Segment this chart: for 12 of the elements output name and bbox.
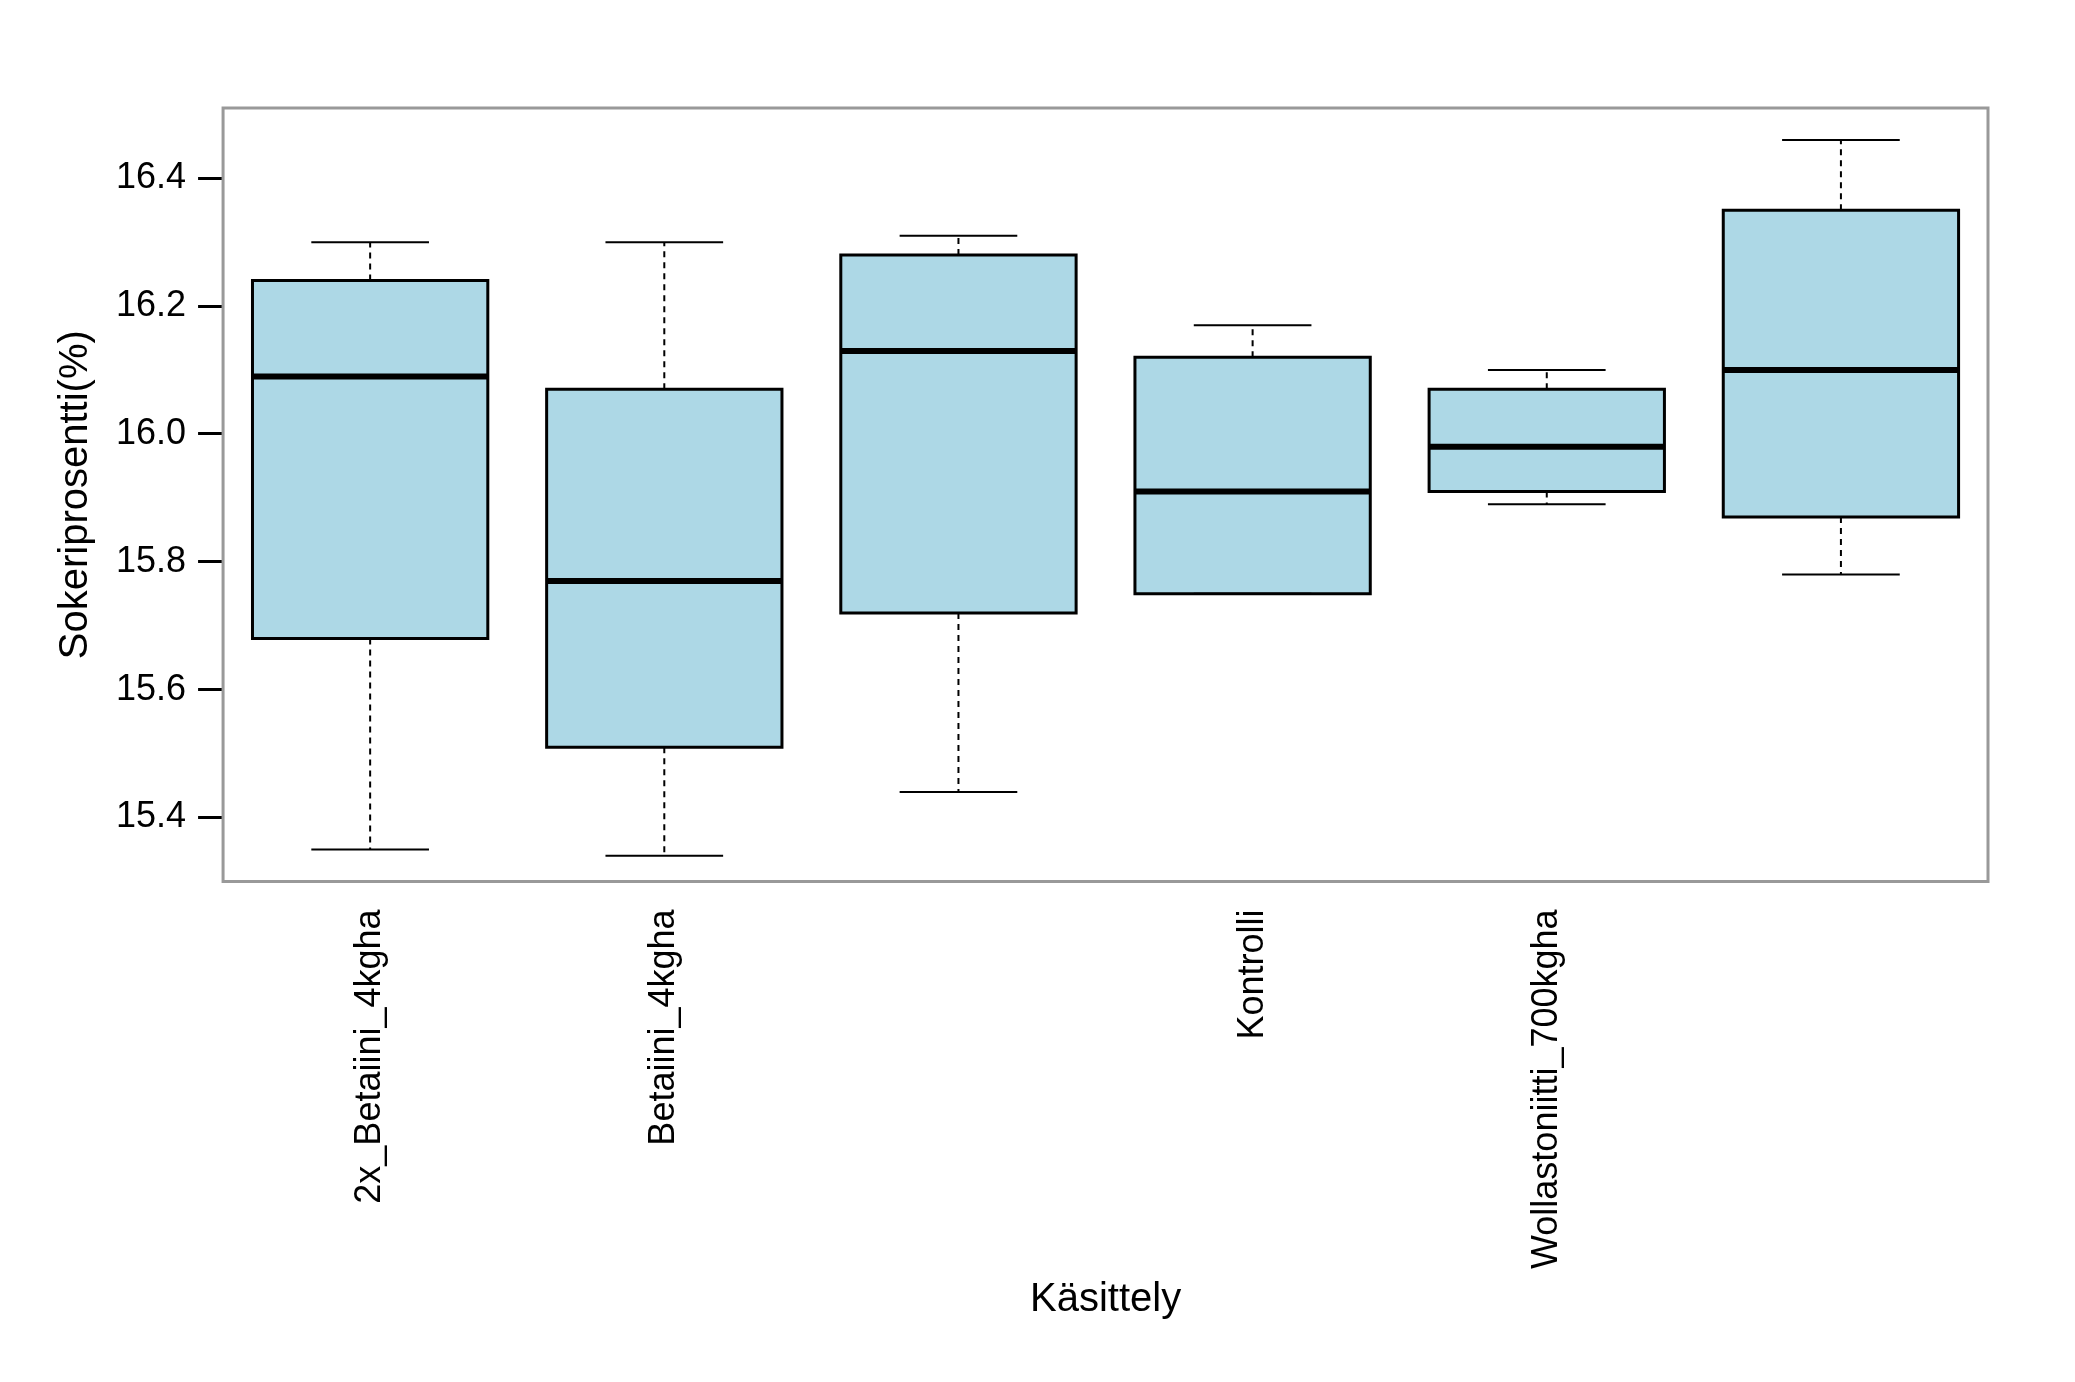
x-tick-label: Betaiini_4kgha <box>641 908 683 1146</box>
x-axis-title: Käsittely <box>1029 1275 1182 1320</box>
x-tick-label: 2x_Betaiini_4kgha <box>347 908 389 1204</box>
y-tick-label: 15.8 <box>115 538 187 580</box>
y-tick-label: 16.2 <box>115 283 187 325</box>
y-axis-title: Sokeriprosentti(%) <box>51 330 96 660</box>
x-tick-label: Wollastoniitti_700kgha <box>1523 908 1565 1269</box>
y-tick-label: 15.4 <box>115 794 187 836</box>
y-tick-label: 15.6 <box>115 666 187 708</box>
x-tick-label: Kontrolli <box>1229 909 1271 1040</box>
y-tick-label: 16.4 <box>115 155 187 197</box>
y-tick-label: 16.0 <box>115 410 187 452</box>
